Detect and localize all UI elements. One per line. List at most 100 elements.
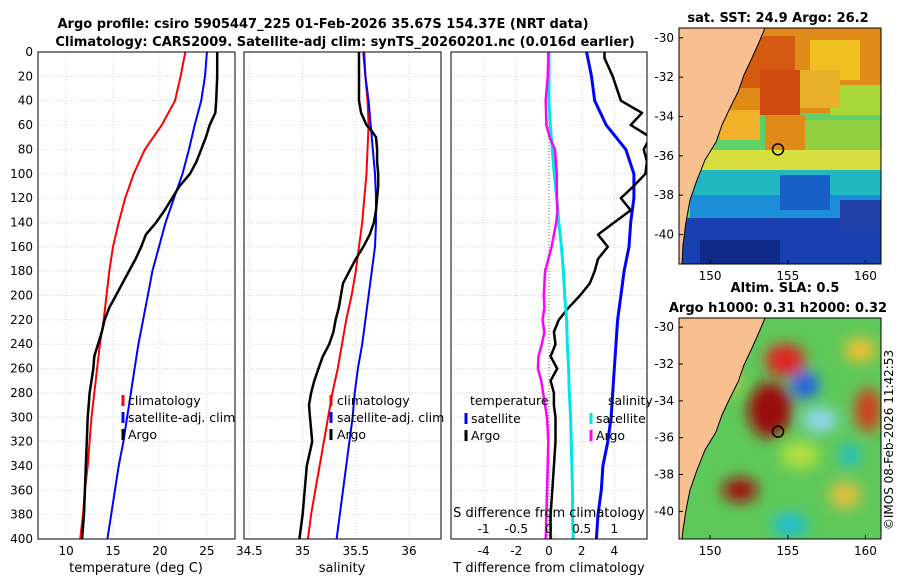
salinity-ticks: 34.5 35 35.5 36 xyxy=(236,544,417,558)
climatology-line xyxy=(306,52,370,539)
depth-tick-label: 0 xyxy=(25,45,33,59)
depth-tick-label: 200 xyxy=(10,289,33,303)
t-argo-line xyxy=(549,52,647,539)
depth-tick-label: 360 xyxy=(10,483,33,497)
sla-map-title-line1: Altim. SLA: 0.5 xyxy=(731,281,840,296)
depth-tick-label: 340 xyxy=(10,459,33,473)
salinity-panel: 34.5 35 35.5 36 salinity climatology satelli… xyxy=(236,51,444,576)
sst-map-title: sat. SST: 24.9 Argo: 26.2 xyxy=(687,11,868,26)
legend-label: Argo xyxy=(471,428,500,443)
temperature-panel: 0 20 40 60 80 100 120 140 160 180 200 220 240 260 280 3… xyxy=(10,45,236,576)
map-y-tick-label: -32 xyxy=(654,70,674,84)
legend-label: satellite xyxy=(471,411,521,426)
depth-tick-label: 80 xyxy=(18,142,33,156)
map-y-tick-label: -32 xyxy=(654,357,674,371)
temperature-tick-label: 20 xyxy=(152,544,167,558)
difference-axes-box xyxy=(450,51,648,540)
sst-map-ticks: 150 155 160 -30 -32 -34 -36 -38 -40 xyxy=(654,31,877,283)
difference-panel: -4 -2 0 2 4 -1 -0.5 0 0.5 1 T difference from cli… xyxy=(450,51,653,576)
t-satellite-line xyxy=(585,52,636,539)
figure-title-line1: Argo profile: csiro 5905447_225 01-Feb-2… xyxy=(57,17,588,32)
map-y-tick-label: -34 xyxy=(654,394,674,408)
map-y-tick-label: -38 xyxy=(654,468,674,482)
legend-label: satellite-adj. clim xyxy=(337,410,444,425)
depth-tick-label: 280 xyxy=(10,386,33,400)
salinity-legend: climatology satellite-adj. clim Argo xyxy=(329,393,444,442)
depth-tick-label: 240 xyxy=(10,337,33,351)
temperature-grid xyxy=(38,51,235,540)
legend-label: Argo xyxy=(596,428,625,443)
difference-x2label: S difference from climatology xyxy=(453,506,645,521)
temperature-diff-tick-label: 4 xyxy=(611,544,619,558)
depth-tick-label: 160 xyxy=(10,240,33,254)
legend-label: Argo xyxy=(128,427,157,442)
salinity-grid xyxy=(244,51,441,540)
map-y-tick-label: -38 xyxy=(654,188,674,202)
legend-label: climatology xyxy=(128,393,201,408)
map-y-tick-label: -30 xyxy=(654,31,674,45)
salinity-diff-tick-label: 0.5 xyxy=(572,522,591,536)
difference-legend: temperature satellite Argo salinity satellit… xyxy=(464,393,653,443)
depth-tick-label: 20 xyxy=(18,69,33,83)
s-argo-line xyxy=(536,52,559,539)
figure-title-line2: Climatology: CARS2009. Satellite-adj cli… xyxy=(55,35,634,50)
temperature-legend: climatology satellite-adj. clim Argo xyxy=(121,393,235,442)
salinity-series xyxy=(298,52,380,539)
s-satellite-line xyxy=(547,52,575,539)
map-y-tick-label: -40 xyxy=(654,228,674,242)
depth-tick-label: 380 xyxy=(10,508,33,522)
sla-map-image xyxy=(679,318,881,539)
salinity-tick-label: 36 xyxy=(401,544,416,558)
map-x-tick-label: 150 xyxy=(699,544,722,558)
argo-position-marker xyxy=(771,425,785,438)
temperature-diff-tick-label: 2 xyxy=(578,544,586,558)
depth-tick-label: 60 xyxy=(18,118,33,132)
map-x-tick-label: 150 xyxy=(699,269,722,283)
copyright-text: ©IMOS 08-Feb-2026 11:42:53 xyxy=(882,350,896,530)
salinity-tick-label: 35 xyxy=(295,544,310,558)
temperature-diff-tick-label: -4 xyxy=(478,544,490,558)
salinity-diff-tick-label: 0 xyxy=(545,522,553,536)
temperature-axes-box xyxy=(37,51,236,540)
depth-tick-label: 120 xyxy=(10,191,33,205)
difference-xlabel: T difference from climatology xyxy=(452,561,645,576)
depth-tick-label: 400 xyxy=(10,532,33,546)
difference-ticks: -4 -2 0 2 4 -1 -0.5 0 0.5 1 xyxy=(478,522,618,558)
sla-map-panel: Altim. SLA: 0.5 Argo h1000: 0.31 h2000: … xyxy=(654,281,887,558)
depth-tick-label: 220 xyxy=(10,313,33,327)
depth-tick-label: 180 xyxy=(10,264,33,278)
legend-label: satellite xyxy=(596,411,646,426)
map-y-tick-label: -30 xyxy=(654,320,674,334)
sla-map-title-line2: Argo h1000: 0.31 h2000: 0.32 xyxy=(669,301,887,316)
depth-tick-label: 260 xyxy=(10,362,33,376)
sst-map-image xyxy=(679,28,881,264)
temperature-diff-tick-label: 0 xyxy=(545,544,553,558)
legend-label: satellite-adj. clim xyxy=(128,410,235,425)
salinity-diff-tick-label: 1 xyxy=(611,522,619,536)
depth-tick-label: 100 xyxy=(10,167,33,181)
salinity-diff-tick-label: -1 xyxy=(478,522,490,536)
temperature-series xyxy=(79,52,219,539)
salinity-axes-box xyxy=(243,51,442,540)
map-x-tick-label: 160 xyxy=(854,544,877,558)
temperature-tick-label: 10 xyxy=(59,544,74,558)
temperature-ticks: 0 20 40 60 80 100 120 140 160 180 200 220 240 260 280 3… xyxy=(10,45,214,558)
argo-position-marker xyxy=(771,143,785,156)
map-y-tick-label: -36 xyxy=(654,149,674,163)
legend-title: salinity xyxy=(608,393,653,408)
salinity-tick-label: 34.5 xyxy=(236,544,263,558)
argo-line xyxy=(298,52,380,539)
legend-title: temperature xyxy=(470,393,549,408)
salinity-xlabel: salinity xyxy=(319,561,366,576)
map-x-tick-label: 155 xyxy=(776,544,799,558)
salinity-diff-tick-label: -0.5 xyxy=(505,522,528,536)
temperature-tick-label: 25 xyxy=(199,544,214,558)
temperature-tick-label: 15 xyxy=(105,544,120,558)
satellite-adj-clim-line xyxy=(106,52,208,539)
temperature-xlabel: temperature (deg C) xyxy=(69,561,203,576)
argo-line xyxy=(80,52,219,539)
map-x-tick-label: 160 xyxy=(854,269,877,283)
legend-label: climatology xyxy=(337,393,410,408)
sla-map-ticks: 150 155 160 -30 -32 -34 -36 -38 -40 xyxy=(654,320,877,558)
